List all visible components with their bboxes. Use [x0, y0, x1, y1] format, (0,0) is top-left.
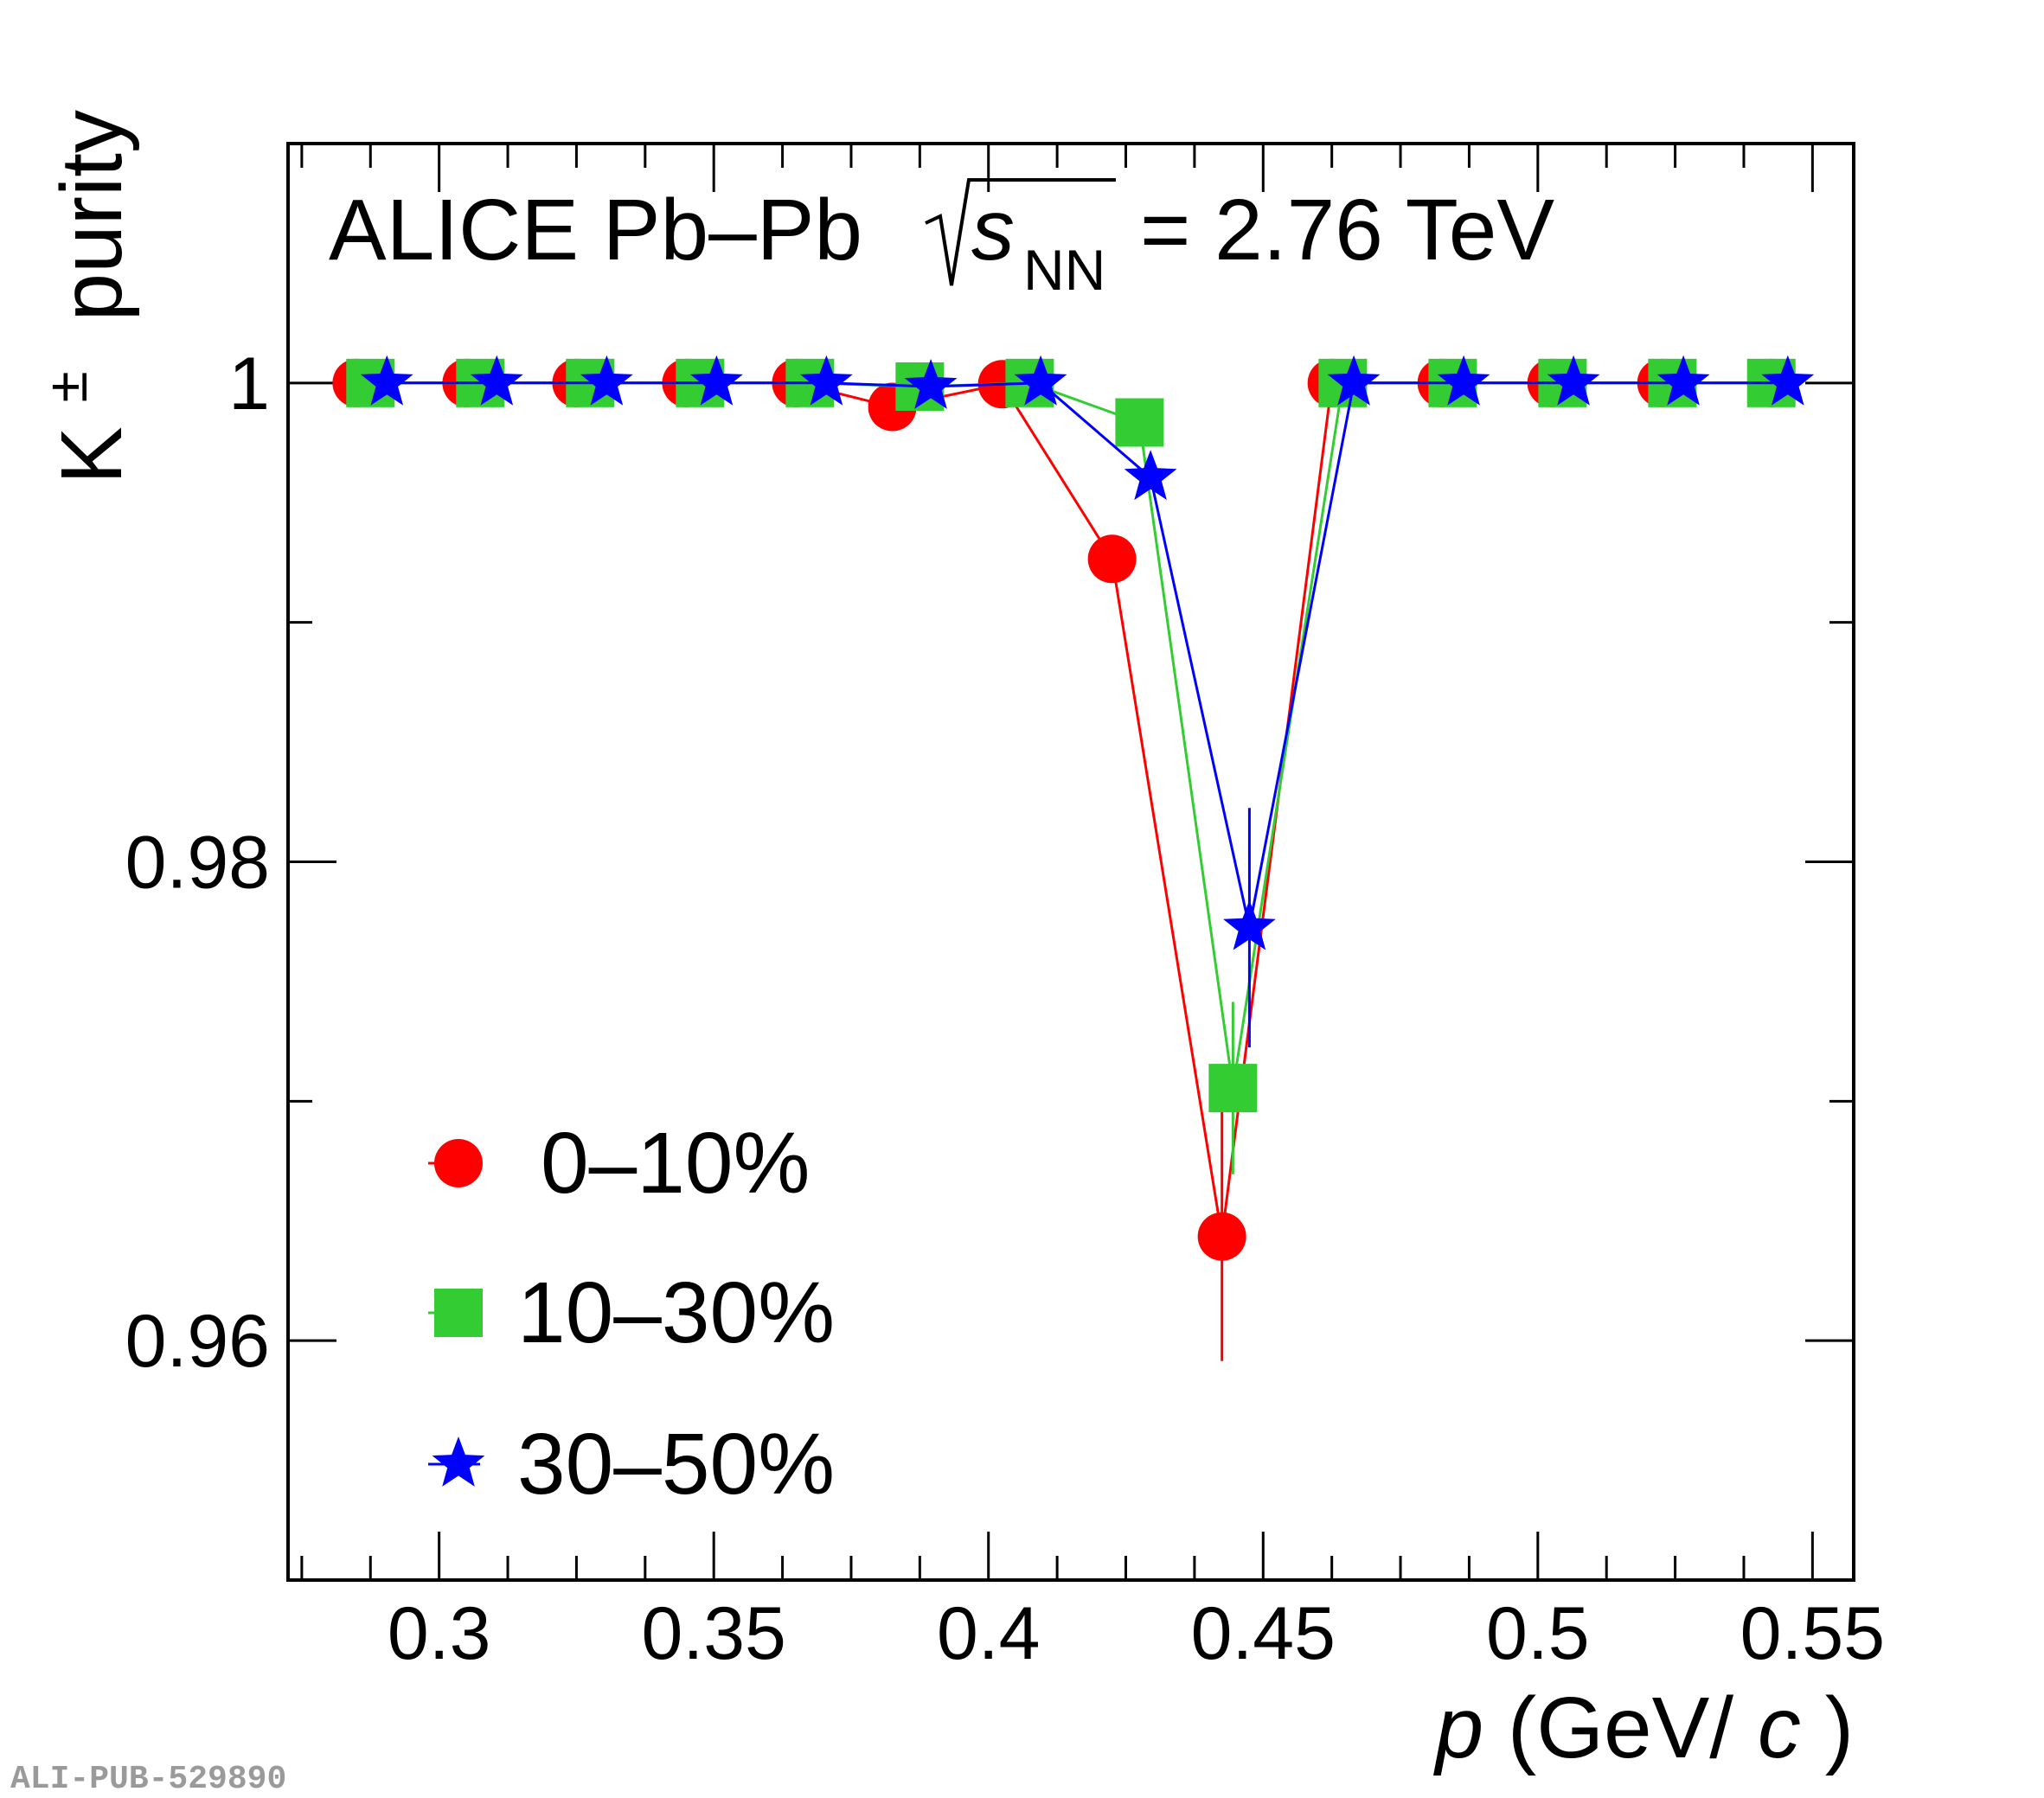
y-label-rest: purity	[43, 110, 140, 322]
x-tick-label: 0.55	[1740, 1592, 1885, 1675]
legend-marker	[434, 1289, 483, 1337]
y-tick-label: 1	[228, 342, 270, 426]
data-point	[580, 355, 633, 406]
x-tick-label: 0.3	[388, 1592, 491, 1675]
data-point	[1761, 355, 1815, 406]
series-line	[356, 381, 1772, 1237]
y-axis-label: K ± purity	[9, 110, 140, 484]
energy-value: = 2.76 TeV	[1140, 182, 1554, 278]
x-tick-label: 0.35	[641, 1592, 785, 1675]
sqrt-symbol	[925, 178, 1116, 286]
energy-label: s NN = 2.76 TeV	[925, 178, 1554, 302]
data-point	[1197, 1212, 1246, 1261]
data-point	[1208, 1064, 1258, 1113]
y-label-superscript: ±	[35, 371, 99, 402]
data-point	[1547, 355, 1600, 406]
x-tick-label: 0.5	[1486, 1592, 1590, 1675]
data-point	[1014, 355, 1067, 406]
series-square	[346, 358, 1796, 1174]
x-label-unit-var: c	[1758, 1680, 1801, 1776]
series-layer	[332, 355, 1815, 1361]
legend-marker	[432, 1436, 485, 1487]
plot-frame	[286, 142, 1855, 1582]
series-star	[360, 355, 1815, 1048]
legend: 0–10% 10–30% 30–50%	[428, 1115, 835, 1513]
x-label-unit-close: )	[1825, 1680, 1854, 1776]
data-point	[689, 355, 743, 406]
x-label-var: p	[1432, 1680, 1483, 1776]
y-label-base: K	[43, 426, 140, 484]
data-point	[800, 355, 853, 406]
x-tick-label: 0.4	[937, 1592, 1041, 1675]
legend-label: 0–10%	[541, 1115, 810, 1212]
legend-label: 10–30%	[517, 1264, 835, 1361]
x-tick-labels: 0.3 0.35 0.4 0.45 0.5 0.55	[388, 1592, 1885, 1675]
series-line	[387, 381, 1788, 928]
axis-ticks	[288, 144, 1854, 1580]
data-point	[1223, 899, 1276, 950]
data-point	[1656, 355, 1710, 406]
chart-title: ALICE Pb–Pb	[329, 182, 862, 278]
x-tick-label: 0.45	[1191, 1592, 1336, 1675]
watermark: ALI-PUB-529890	[10, 1761, 286, 1798]
y-tick-label: 0.98	[125, 822, 270, 905]
energy-symbol: s	[971, 182, 1015, 278]
energy-subscript: NN	[1023, 238, 1105, 302]
y-tick-labels: 0.96 0.98 1	[125, 342, 270, 1383]
y-tick-label: 0.96	[125, 1300, 270, 1383]
data-point	[1327, 355, 1381, 406]
data-point	[904, 359, 958, 409]
legend-label: 30–50%	[517, 1416, 835, 1513]
data-point	[360, 355, 413, 406]
series-line	[370, 381, 1772, 1089]
data-point	[1087, 534, 1137, 584]
legend-marker	[434, 1139, 483, 1187]
x-axis-label: p (GeV/ c )	[1432, 1680, 1854, 1776]
svg-text:K ± purity: K ± purity	[9, 110, 140, 484]
data-point	[470, 355, 523, 406]
x-label-unit-open: (GeV/	[1508, 1680, 1733, 1776]
data-point	[1115, 398, 1164, 447]
data-point	[1124, 450, 1177, 501]
data-point	[1437, 355, 1490, 406]
